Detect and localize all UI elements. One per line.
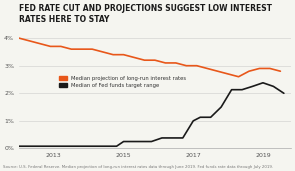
Legend: Median projection of long-run interest rates, Median of Fed funds target range: Median projection of long-run interest r… [57,74,188,90]
Text: Source: U.S. Federal Reserve. Median projection of long-run interest rates data : Source: U.S. Federal Reserve. Median pro… [3,165,273,169]
Text: FED RATE CUT AND PROJECTIONS SUGGEST LOW INTEREST RATES HERE TO STAY: FED RATE CUT AND PROJECTIONS SUGGEST LOW… [19,4,272,24]
